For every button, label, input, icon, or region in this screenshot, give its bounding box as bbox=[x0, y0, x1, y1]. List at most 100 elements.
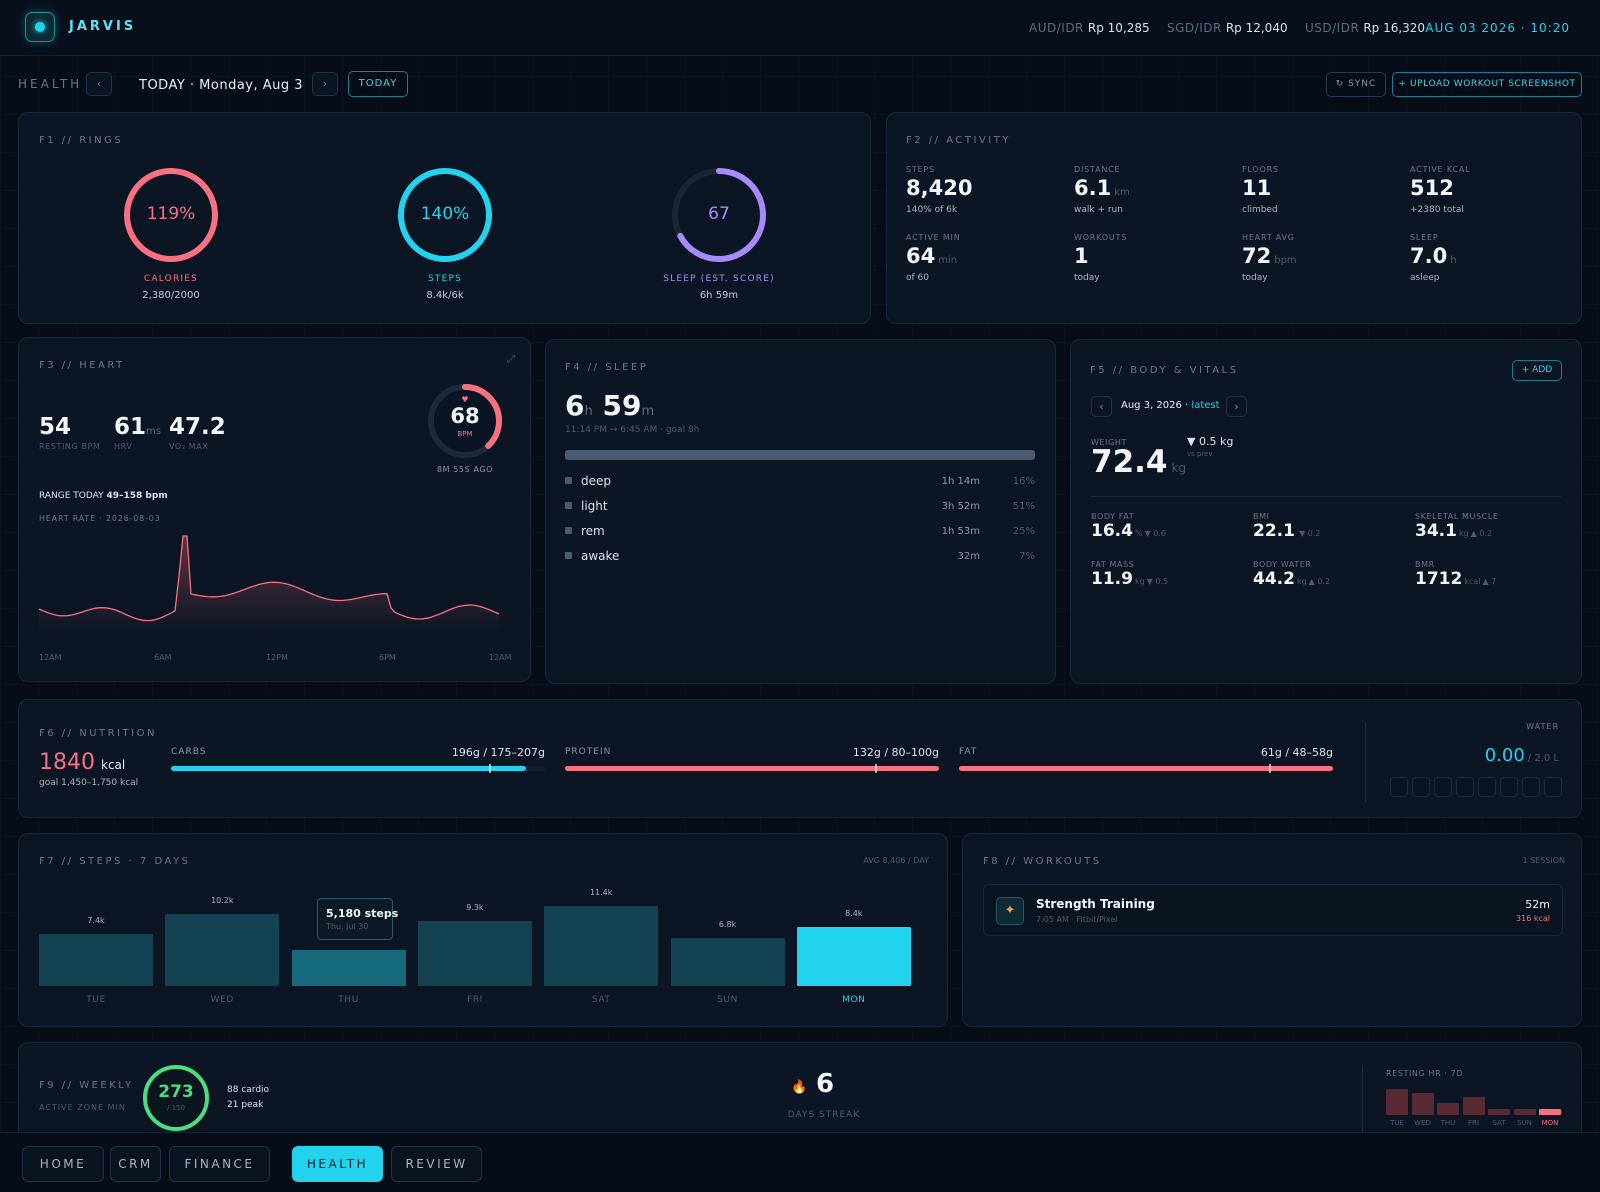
steps-bar-value: 11.4k bbox=[589, 888, 613, 897]
water-cup[interactable] bbox=[1544, 777, 1562, 797]
expand-icon[interactable]: ⤢ bbox=[507, 354, 515, 365]
calories-ring bbox=[124, 168, 218, 262]
resting-hr-bar bbox=[1539, 1109, 1561, 1115]
macro-value: 132g / 80–100g bbox=[852, 746, 939, 759]
vo2max-label: VO₂ MAX bbox=[169, 442, 209, 451]
steps-bar-day: SAT bbox=[591, 995, 611, 1005]
hr-axis-6am: 6AM bbox=[154, 653, 172, 662]
sleep-stage-bar bbox=[565, 450, 1035, 460]
add-vitals-button[interactable]: + ADD bbox=[1512, 360, 1562, 381]
streak-value: 6 bbox=[816, 1069, 835, 1099]
sync-button[interactable]: ↻ SYNC bbox=[1326, 72, 1386, 97]
steps-bar[interactable] bbox=[417, 921, 532, 986]
steps-ring-sub: 8.4k/6k bbox=[426, 290, 464, 301]
steps-bar-day: TUE bbox=[86, 995, 106, 1005]
water-cup[interactable] bbox=[1456, 777, 1474, 797]
stage-percent: 51% bbox=[1012, 501, 1035, 512]
steps-bar-day: SUN bbox=[717, 995, 738, 1005]
activity-stat-sub: asleep bbox=[1410, 273, 1440, 283]
resting-hr-day: MON bbox=[1541, 1119, 1559, 1127]
stage-duration: 32m bbox=[957, 551, 980, 562]
heart-panel: F3 // HEART ⤢ 54 RESTING BPM 61ms HRV 47… bbox=[18, 337, 531, 682]
steps-bar[interactable] bbox=[796, 927, 911, 986]
tab-crm[interactable]: CRM bbox=[110, 1146, 161, 1182]
activity-stat-label: ACTIVE KCAL bbox=[1410, 165, 1471, 174]
hr-axis-12am-end: 12AM bbox=[489, 653, 512, 662]
activity-stat-label: SLEEP bbox=[1410, 233, 1439, 242]
cardio-minutes: 88 cardio bbox=[227, 1085, 270, 1095]
stage-swatch bbox=[565, 527, 572, 534]
water-cup[interactable] bbox=[1390, 777, 1408, 797]
top-bar: JARVIS AUD/IDR Rp 10,285 SGD/IDR Rp 12,040… bbox=[0, 0, 1600, 56]
activity-stat-value: 72 bpm bbox=[1242, 244, 1297, 268]
tab-finance[interactable]: FINANCE bbox=[169, 1146, 270, 1182]
today-button[interactable]: TODAY bbox=[348, 71, 408, 97]
weight-delta: ▼ 0.5 kg bbox=[1187, 435, 1234, 448]
next-vitals-button[interactable]: › bbox=[1226, 396, 1247, 417]
activity-stat-value: 11 bbox=[1242, 176, 1272, 200]
resting-hr-day: TUE bbox=[1390, 1119, 1404, 1127]
activity-stat-label: ACTIVE MIN bbox=[906, 233, 961, 242]
next-day-button[interactable]: › bbox=[312, 72, 338, 96]
sleep-stage-row: light 3h 52m 51% bbox=[565, 499, 1035, 515]
water-cup[interactable] bbox=[1412, 777, 1430, 797]
steps-bar[interactable] bbox=[544, 906, 659, 986]
body-vitals-panel: F5 // BODY & VITALS + ADD ‹ Aug 3, 2026 … bbox=[1070, 339, 1582, 684]
workout-item[interactable]: ✦ Strength Training 7:05 AM · Fitbit/Pix… bbox=[983, 884, 1563, 936]
activity-stat-label: DISTANCE bbox=[1074, 165, 1121, 174]
activity-stat-sub: +2380 total bbox=[1410, 205, 1464, 215]
steps-bar[interactable] bbox=[39, 934, 153, 986]
resting-hr-day: FRI bbox=[1468, 1119, 1479, 1127]
steps-bar-value: 6.8k bbox=[718, 920, 737, 929]
water-cup[interactable] bbox=[1478, 777, 1496, 797]
steps-bar-day: MON bbox=[842, 995, 866, 1005]
macro-fill bbox=[171, 766, 527, 771]
macro-value: 196g / 175–207g bbox=[451, 746, 545, 759]
tab-health[interactable]: HEALTH bbox=[292, 1146, 383, 1182]
water-cup[interactable] bbox=[1522, 777, 1540, 797]
weight-label: WEIGHT bbox=[1091, 438, 1128, 447]
weekly-subtitle: ACTIVE ZONE MIN bbox=[39, 1103, 126, 1112]
stage-percent: 7% bbox=[1019, 551, 1035, 562]
resting-bpm-value: 54 bbox=[39, 414, 72, 440]
water-cup[interactable] bbox=[1434, 777, 1452, 797]
stage-percent: 16% bbox=[1012, 476, 1035, 487]
panel-title: F1 // RINGS bbox=[39, 135, 124, 146]
sleep-stage-row: awake 32m 7% bbox=[565, 549, 1035, 565]
hr-axis-12pm: 12PM bbox=[266, 653, 288, 662]
activity-stat-sub: today bbox=[1242, 273, 1268, 283]
divider bbox=[1365, 722, 1366, 802]
stage-duration: 3h 52m bbox=[941, 501, 980, 512]
steps-bar-value: 7.4k bbox=[87, 916, 105, 925]
stage-duration: 1h 53m bbox=[941, 526, 980, 537]
resting-hr-bar bbox=[1513, 1109, 1536, 1115]
macro-name: FAT bbox=[959, 747, 978, 757]
upload-workout-button[interactable]: + UPLOAD WORKOUT SCREENSHOT bbox=[1392, 72, 1582, 97]
tab-home[interactable]: HOME bbox=[22, 1146, 104, 1182]
activity-stat-value: 8,420 bbox=[906, 176, 973, 200]
body-stat-label: FAT MASS bbox=[1091, 560, 1135, 569]
steps-bar-day: THU bbox=[338, 995, 359, 1005]
live-bpm-value: 68 bbox=[450, 404, 480, 428]
macro-track bbox=[171, 766, 545, 771]
macro-track bbox=[565, 766, 939, 771]
sleep-stage-row: deep 1h 14m 16% bbox=[565, 474, 1035, 490]
steps-bar-value: 10.2k bbox=[211, 896, 234, 905]
hr-axis-6pm: 6PM bbox=[379, 653, 396, 662]
steps-bar[interactable] bbox=[165, 914, 280, 986]
steps-bar[interactable] bbox=[670, 938, 785, 986]
steps-bar-day: WED bbox=[210, 995, 234, 1005]
sleep-duration: 6h 59m bbox=[565, 389, 655, 422]
activity-stat-sub: 140% of 6k bbox=[906, 205, 958, 215]
water-cup[interactable] bbox=[1500, 777, 1518, 797]
panel-title: F3 // HEART bbox=[39, 360, 125, 371]
body-stat-label: BMR bbox=[1415, 560, 1435, 569]
prev-day-button[interactable]: ‹ bbox=[86, 72, 112, 96]
range-today: RANGE TODAY 49–158 bpm bbox=[39, 491, 168, 501]
tab-review[interactable]: REVIEW bbox=[391, 1146, 482, 1182]
prev-vitals-button[interactable]: ‹ bbox=[1091, 396, 1112, 417]
app-logo[interactable] bbox=[25, 12, 55, 42]
calories-ring-label: CALORIES bbox=[143, 274, 199, 284]
steps-bar[interactable] bbox=[291, 950, 406, 986]
heart-rate-chart bbox=[39, 535, 500, 632]
